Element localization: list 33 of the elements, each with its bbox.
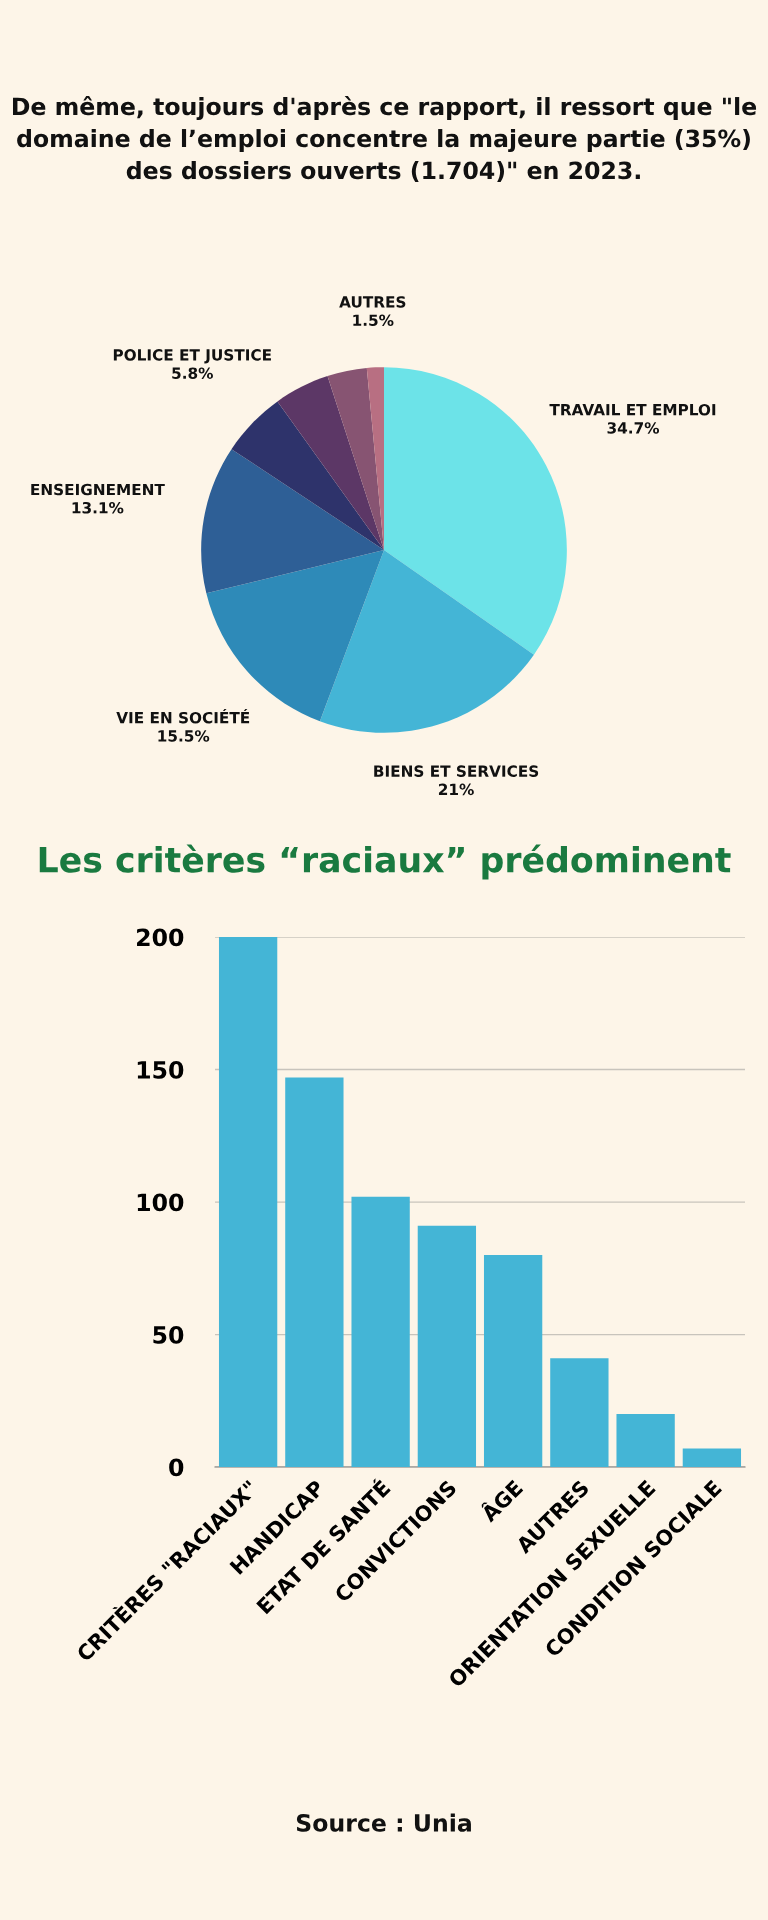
slice-label: AUTRES: [339, 296, 406, 308]
bar: [682, 1448, 742, 1467]
y-tick-label: 150: [137, 1060, 184, 1079]
slice-label: POLICE ET JUSTICE: [113, 349, 271, 364]
bar: [550, 1358, 609, 1467]
chart-title: De même, toujours d'après ce rapport, il ressort que "le domaine de l’emploi concentre la majeure partie (35%) des dossiers ouverts (1.704)" en 2023.: [13, 96, 757, 183]
pie-slice: [319, 550, 534, 733]
y-tick-label: 100: [137, 1193, 184, 1212]
bar: [417, 1225, 477, 1467]
y-tick-label: 0: [169, 1458, 184, 1477]
data-label: 21%: [438, 783, 474, 796]
slice-label: ENSEIGNEMENT: [31, 483, 165, 496]
source-note: Source : Unia: [296, 1813, 471, 1832]
slice-label: TRAVAIL ET EMPLOI: [549, 403, 716, 416]
data-label: 15.5%: [158, 730, 210, 742]
chart-title: Les critères “raciaux” prédominent: [39, 844, 731, 880]
slice-label: BIENS ET SERVICES: [374, 765, 539, 777]
bar: [351, 1196, 410, 1467]
pie-slice: [277, 376, 384, 550]
slice-label: VIE EN SOCIÉTÉ: [116, 709, 250, 724]
pie-slice: [327, 367, 384, 550]
bar: [483, 1255, 543, 1467]
data-label: 1.5%: [353, 314, 394, 326]
data-label: 5.8%: [172, 367, 213, 379]
pie-slice: [231, 401, 384, 550]
bar: [285, 1077, 344, 1467]
bar: [616, 1414, 675, 1467]
pie-slice: [201, 449, 384, 594]
y-tick-label: 200: [137, 928, 184, 947]
data-label: 34.7%: [607, 422, 660, 434]
data-label: 13.1%: [72, 501, 124, 514]
y-tick-label: 50: [153, 1325, 184, 1344]
bar: [218, 937, 278, 1467]
